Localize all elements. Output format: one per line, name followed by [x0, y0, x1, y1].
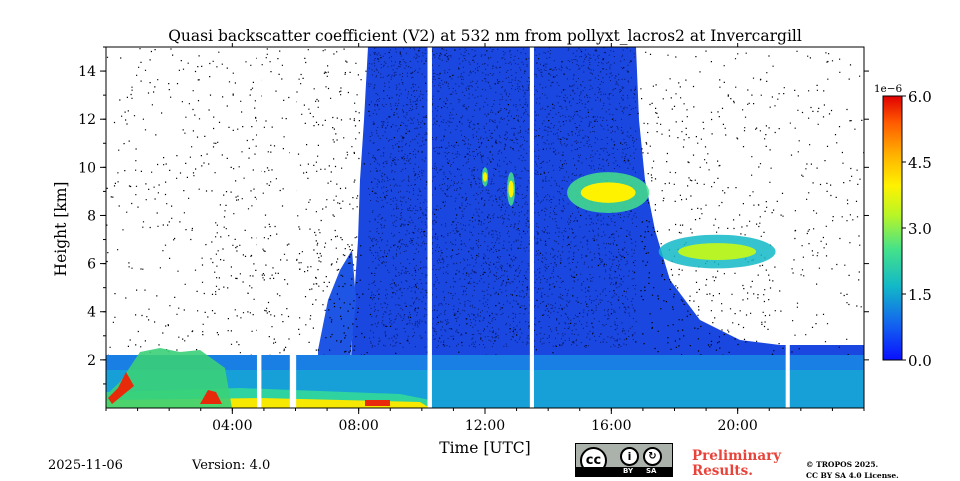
copyright-note: © TROPOS 2025. CC BY SA 4.0 License.	[806, 459, 899, 481]
x-tick-label: 12:00	[465, 418, 505, 434]
data-gap-4	[785, 47, 790, 408]
colorbar-scale	[882, 95, 903, 361]
y-axis-label: Height [km]	[52, 182, 70, 277]
colorbar-tick-label: 1.5	[908, 286, 932, 304]
attribution-icon: i	[620, 447, 639, 466]
x-tick-label: 08:00	[338, 418, 378, 434]
x-axis: 04:00 08:00 12:00 16:00 20:00	[105, 43, 865, 434]
y-tick-label: 6	[87, 257, 96, 273]
y-tick-label: 14	[78, 64, 96, 80]
colorbar-tick-label: 3.0	[908, 220, 932, 238]
data-gap-1	[289, 47, 297, 408]
data-gap-2	[427, 47, 432, 408]
copyright-line-1: © TROPOS 2025.	[806, 460, 879, 469]
y-tick-label: 2	[87, 353, 96, 369]
x-tick-label: 04:00	[212, 418, 252, 434]
colorbar: 1e−6 0.0 1.5 3.0 4.5 6.0	[874, 83, 932, 370]
data-gap-3	[529, 47, 534, 408]
surface-hotspot	[365, 400, 390, 406]
y-tick-label: 8	[87, 208, 96, 224]
feature-core-cirrus-15h	[580, 182, 636, 203]
badge-sa-label: SA	[646, 467, 657, 475]
feature-core-cloud-11h	[482, 172, 488, 182]
badge-by-label: BY	[623, 467, 634, 475]
y-axis: 2 4 6 8 10 12 14	[78, 46, 869, 385]
x-tick-label: 16:00	[591, 418, 631, 434]
preliminary-line-1: Preliminary	[692, 448, 782, 464]
preliminary-note: Preliminary Results.	[692, 449, 781, 479]
cloud-features	[481, 167, 776, 269]
feature-core-cloud-13h	[508, 180, 514, 198]
y-tick-label: 4	[87, 305, 96, 321]
preliminary-line-2: Results.	[692, 463, 753, 479]
plot-area	[106, 47, 864, 408]
x-axis-label: Time [UTC]	[439, 439, 530, 457]
early-aerosol-peak	[108, 372, 134, 404]
data-gap-0	[256, 47, 262, 408]
signal-region-main	[351, 47, 864, 408]
colorbar-tick-label: 0.0	[908, 352, 932, 370]
early-aerosol-peak-2	[200, 390, 222, 404]
colorbar-tick-label: 4.5	[908, 154, 932, 172]
data-gaps	[256, 47, 790, 408]
footer-date: 2025-11-06	[48, 458, 123, 473]
badge-strip	[576, 467, 672, 476]
chart-title: Quasi backscatter coefficient (V2) at 53…	[168, 27, 802, 45]
cc-license-badge[interactable]: cc i ↻ BY SA	[575, 443, 673, 477]
colorbar-exponent: 1e−6	[874, 83, 903, 95]
colorbar-tick-label: 6.0	[908, 88, 932, 106]
x-tick-label: 20:00	[717, 418, 757, 434]
footer-version: Version: 4.0	[192, 458, 271, 473]
share-alike-icon: ↻	[643, 447, 662, 466]
early-aerosol-layer	[106, 348, 232, 408]
y-tick-label: 12	[78, 112, 96, 128]
feature-core-cirrus-18h	[678, 243, 757, 260]
copyright-line-2: CC BY SA 4.0 License.	[806, 471, 899, 480]
y-tick-label: 10	[78, 160, 96, 176]
